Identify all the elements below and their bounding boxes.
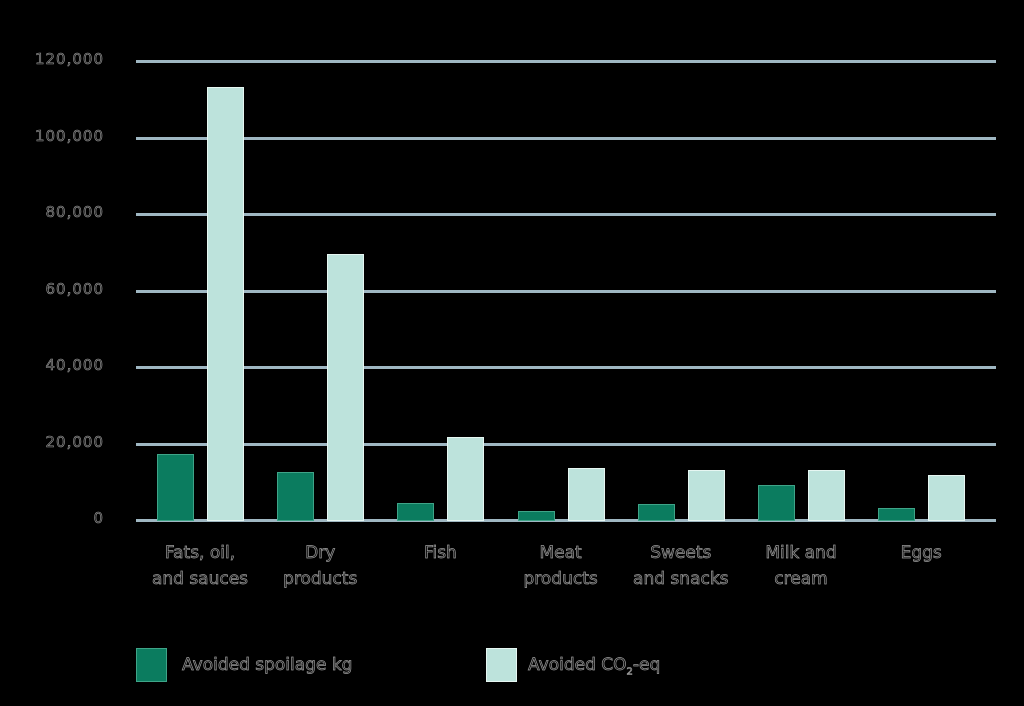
- bar-co2: [447, 436, 485, 521]
- y-tick-label: 20,000: [45, 432, 104, 451]
- y-tick-label: 80,000: [45, 203, 104, 222]
- bar-spoilage: [637, 503, 675, 521]
- bar-spoilage: [758, 485, 795, 521]
- gridline: [136, 442, 996, 446]
- gridline: [136, 136, 996, 140]
- bar-co2: [928, 474, 966, 521]
- bar-spoilage: [517, 510, 555, 521]
- x-category-label: Eggs: [900, 543, 942, 564]
- bar-spoilage: [157, 453, 194, 521]
- bar-spoilage: [397, 503, 435, 521]
- bar-co2: [327, 254, 365, 521]
- legend-swatch-spoilage: [136, 648, 167, 682]
- legend-swatch-co2: [486, 648, 517, 682]
- y-tick-label: 40,000: [45, 356, 104, 375]
- bar-co2: [207, 87, 244, 521]
- x-category-label: Dry products: [283, 543, 358, 590]
- bar-co2: [567, 467, 605, 521]
- x-category-label: Sweets and snacks: [633, 543, 729, 590]
- gridline: [136, 366, 996, 369]
- x-category-label: Milk and cream: [765, 543, 837, 590]
- y-tick-label: 100,000: [34, 126, 104, 145]
- bar-co2: [808, 469, 845, 521]
- bar-spoilage: [878, 508, 916, 521]
- bar-spoilage: [277, 472, 315, 521]
- gridline: [136, 519, 996, 522]
- gridline: [136, 60, 996, 63]
- gridline: [136, 213, 996, 216]
- gridline: [136, 289, 996, 293]
- bar-co2: [687, 469, 725, 521]
- y-tick-label: 0: [93, 509, 104, 528]
- legend-label-spoilage: Avoided spoilage kg: [182, 655, 353, 676]
- legend-label-co2: Avoided CO2-eq: [528, 655, 661, 678]
- x-category-label: Meat products: [523, 543, 598, 590]
- y-tick-label: 120,000: [34, 50, 104, 69]
- y-tick-label: 60,000: [45, 279, 104, 298]
- x-category-label: Fats, oil, and sauces: [151, 543, 249, 590]
- x-category-label: Fish: [423, 543, 458, 564]
